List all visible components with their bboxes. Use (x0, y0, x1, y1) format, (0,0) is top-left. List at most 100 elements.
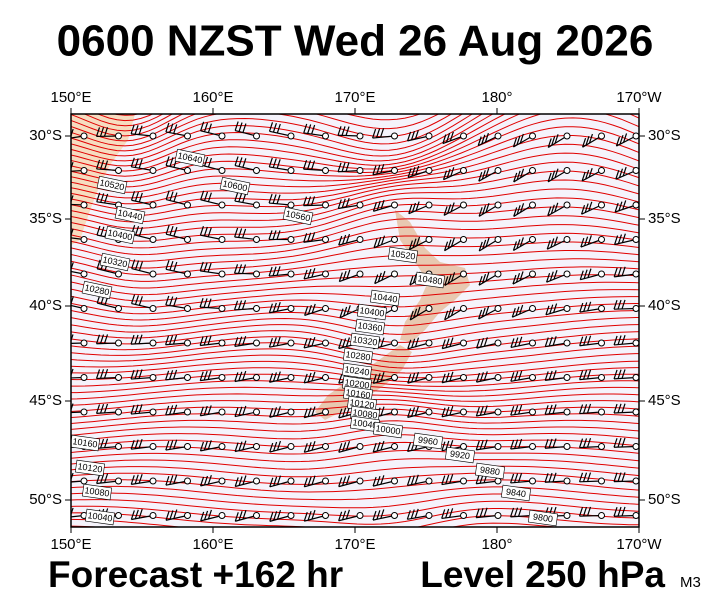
barb-feather (238, 441, 243, 451)
barb-feather (346, 305, 351, 315)
contour-label: 10400 (356, 303, 388, 321)
barb-feather (441, 475, 446, 485)
barb-shaft (613, 411, 637, 414)
barb-station (425, 512, 433, 519)
barb-station (184, 132, 191, 140)
contour-label-text: 10440 (372, 291, 398, 304)
barb-feather (549, 304, 554, 314)
barb-shaft (269, 376, 292, 383)
barb-feather (414, 508, 419, 519)
contour-label-box (474, 462, 506, 480)
contour-label-box (84, 508, 116, 526)
barb-feather (66, 335, 69, 344)
barb-feather (515, 306, 520, 316)
barb-feather (62, 439, 65, 448)
barb-feather (376, 164, 381, 175)
barb-feather (614, 202, 619, 213)
barb-feather (203, 370, 208, 381)
barb-feather (377, 272, 382, 283)
barb-shaft (234, 342, 257, 347)
barb-station (184, 443, 191, 450)
contour-label: 10040 (84, 508, 116, 526)
barb-feather (66, 295, 69, 304)
barb-feather (237, 264, 243, 274)
barb-feather (409, 310, 414, 321)
barb-feather (338, 408, 343, 419)
barb-station (529, 236, 536, 243)
barb-shaft (71, 376, 85, 379)
barb-station (253, 305, 260, 312)
contour-line (71, 114, 174, 132)
barb-feather (621, 472, 626, 482)
barb-shaft (269, 342, 292, 348)
barb-feather (510, 372, 515, 382)
barb-station (391, 374, 398, 381)
barb-feather (544, 439, 549, 449)
barb-shaft (71, 270, 85, 275)
contour-label-box (500, 484, 532, 502)
barb-station (80, 236, 88, 243)
barb-feather (276, 159, 281, 169)
barb-shaft (478, 273, 499, 286)
barb-shaft (476, 445, 499, 451)
contour-line (71, 426, 639, 442)
barb-station (425, 408, 433, 416)
barb-feather (273, 511, 278, 521)
barb-feather (581, 137, 587, 148)
barb-feather (372, 510, 377, 521)
barb-feather (406, 442, 412, 452)
barb-feather (242, 475, 247, 485)
contour-label-box (219, 176, 251, 196)
barb-shaft (235, 480, 257, 488)
barb-station (80, 201, 88, 209)
barb-station (287, 374, 295, 381)
barb-feather (449, 131, 454, 141)
barb-feather (238, 192, 243, 202)
barb-feather (342, 407, 347, 417)
barb-shaft (200, 164, 223, 172)
barb-feather (199, 297, 204, 308)
barb-station (563, 339, 571, 347)
barb-feather (479, 337, 485, 348)
barb-station (218, 477, 226, 485)
barb-feather (622, 166, 627, 177)
barb-feather (234, 227, 239, 238)
barb-feather (130, 124, 135, 135)
top-lon-label: 150°E (50, 89, 91, 106)
barb-feather (173, 369, 178, 380)
barb-feather (449, 337, 454, 347)
barb-feather (580, 237, 585, 248)
barb-feather (622, 133, 628, 143)
barb-feather (276, 336, 281, 346)
barb-station (391, 236, 398, 243)
barb-feather (268, 230, 273, 240)
barb-feather (481, 273, 487, 284)
barb-feather (548, 336, 553, 347)
contour-label: 10520 (387, 246, 419, 264)
barb-shaft (579, 307, 602, 313)
contour-line (71, 135, 639, 199)
barb-feather (416, 306, 421, 316)
barb-feather (411, 202, 417, 213)
bottom-lon-label: 180° (481, 536, 512, 553)
barb-feather (583, 302, 588, 312)
barb-feather (514, 439, 519, 449)
barb-shaft (71, 480, 85, 483)
barb-feather (165, 370, 170, 380)
barb-feather (621, 403, 626, 413)
barb-shaft (131, 411, 154, 415)
barb-shaft (581, 169, 602, 182)
barb-station (563, 167, 571, 174)
barb-shaft (304, 514, 326, 522)
barb-feather (519, 203, 525, 213)
barb-feather (482, 239, 487, 250)
barb-shaft (303, 273, 326, 280)
contour-label-text: 10240 (344, 364, 370, 377)
barb-feather (548, 438, 553, 449)
barb-feather (579, 336, 584, 346)
barb-station (322, 408, 329, 416)
barb-feather (272, 337, 277, 347)
barb-feather (376, 200, 381, 211)
barb-feather (303, 408, 308, 418)
barb-station (218, 132, 226, 140)
